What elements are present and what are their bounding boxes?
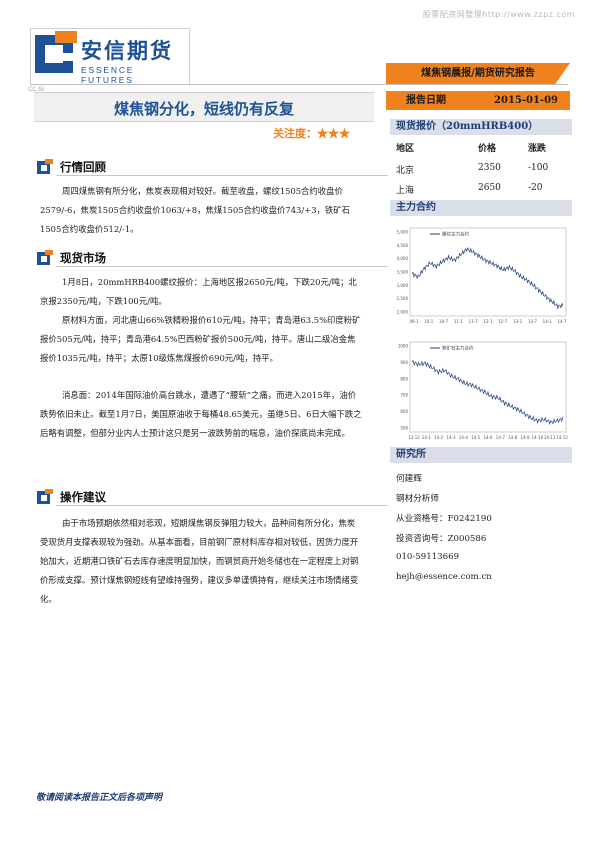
y-tick-label: 4,500 [397, 243, 409, 248]
research-header: 研究所 [390, 447, 572, 463]
cell-price: 2650 [478, 183, 501, 193]
analyst-role: 钢材分析师 [396, 494, 439, 504]
date-label: 报告日期 [406, 95, 446, 106]
table-row: 上海 2650 -20 [396, 183, 566, 203]
spot-paragraph-2: 原材料方面，河北唐山66%铁精粉报价610元/吨，持平；青岛港63.5%印度粉矿… [40, 315, 361, 363]
x-tick-label: 09-1 [409, 319, 419, 324]
col-header-region: 地区 [396, 144, 415, 154]
x-tick-label: 13-12 [408, 435, 420, 440]
essence-logo-icon [35, 31, 77, 73]
advice-paragraph: 由于市场预期依然相对悲观，短期煤焦钢反弹阻力较大，品种间有所分化，焦炭受现货月支… [40, 518, 359, 604]
section-bullet-icon [37, 159, 53, 174]
col-header-price: 价格 [478, 144, 497, 154]
logo-cn-text: 安信期货 [81, 39, 173, 63]
x-tick-label: 11-7 [469, 319, 479, 324]
x-tick-label: 14-5 [471, 435, 481, 440]
series-line [411, 359, 564, 426]
y-tick-label: 3,000 [397, 283, 409, 288]
col-header-change: 涨跌 [528, 144, 547, 154]
x-tick-label: 14-6 [483, 435, 493, 440]
spot-paragraph-3: 消息面：2014年国际油价高台跳水，遭遇了“腰斩”之痛，而进入2015年，油价跌… [40, 390, 362, 438]
series-line [411, 246, 564, 310]
y-tick-label: 4,000 [397, 256, 409, 261]
y-tick-label: 900 [400, 360, 408, 365]
x-tick-label: 14-3 [446, 435, 456, 440]
section-title-review: 行情回顾 [60, 160, 106, 174]
x-tick-label: 14-8 [508, 435, 518, 440]
y-tick-label: 800 [400, 376, 408, 381]
corner-mark: CC SI [28, 86, 44, 93]
x-tick-label: 14-1 [543, 319, 553, 324]
x-tick-label: 11-1 [454, 319, 464, 324]
cell-region: 上海 [396, 186, 415, 196]
analyst-license: 从业资格号：F0242190 [396, 514, 492, 524]
attention-rating: 关注度：★★★ [273, 127, 350, 140]
cell-price: 2350 [478, 163, 501, 173]
rebar-main-contract-chart: 螺纹主力合约 5,000 4,500 4,000 3,500 3,000 2,500 2,00… [397, 227, 567, 324]
x-tick-label: 14-9 [520, 435, 530, 440]
cell-region: 北京 [396, 166, 415, 176]
analyst-name: 何建辉 [396, 474, 422, 484]
review-paragraph: 周四煤焦钢有所分化，焦炭表现相对较好。截至收盘，螺纹1505合约收盘价2579/… [40, 186, 351, 234]
logo-en-text: ESSENCE FUTURES [81, 65, 135, 85]
x-tick-label: 13-1 [513, 319, 523, 324]
x-tick-label: 14-4 [459, 435, 469, 440]
page-title: 煤焦钢分化，短线仍有反复 [113, 100, 294, 118]
spot-table-header: 地区 价格 涨跌 [396, 141, 566, 161]
disclaimer-footer: 敬请阅读本报告正文后各项声明 [36, 793, 163, 803]
title-box: 煤焦钢分化，短线仍有反复 [34, 92, 374, 122]
section-divider [56, 505, 388, 506]
date-value: 2015-01-09 [494, 95, 558, 106]
section-title-advice: 操作建议 [60, 490, 106, 504]
report-type-banner: 煤焦钢晨报/期货研究报告 [386, 63, 570, 84]
analyst-email[interactable]: hejh@essence.com.cn [396, 572, 492, 582]
report-date-banner: 报告日期 2015-01-09 [386, 91, 570, 110]
x-tick-label: 14-10 [532, 435, 544, 440]
main-contract-header: 主力合约 [390, 200, 572, 216]
section-bullet-icon [37, 250, 53, 265]
x-tick-label: 14-11 [544, 435, 556, 440]
spot-paragraph-1: 1月8日，20mmHRB400螺纹报价：上海地区报2650元/吨，下跌20元/吨… [40, 277, 357, 306]
section-bullet-icon [37, 489, 53, 504]
y-tick-label: 5,000 [397, 230, 409, 235]
x-tick-label: 12-1 [483, 319, 493, 324]
header-rule [30, 84, 568, 85]
logo: 安信期货 ESSENCE FUTURES [30, 28, 190, 85]
y-tick-label: 1000 [398, 344, 409, 349]
x-tick-label: 10-7 [439, 319, 449, 324]
y-tick-label: 600 [400, 409, 408, 414]
x-tick-label: 14-2 [434, 435, 444, 440]
x-tick-label: 14-7 [496, 435, 506, 440]
plot-area [409, 227, 567, 317]
x-tick-label: 12-7 [498, 319, 508, 324]
x-tick-label: 14-12 [556, 435, 568, 440]
section-divider [56, 175, 388, 176]
analyst-consult-no: 投资咨询号：Z000586 [396, 534, 487, 544]
cell-change: -100 [528, 163, 549, 173]
y-tick-label: 700 [400, 393, 408, 398]
x-tick-label: 14-7 [557, 319, 567, 324]
x-tick-label: 14-1 [422, 435, 432, 440]
watermark: 股票配资网整理http://www.zzpz.com [422, 10, 575, 19]
section-divider [56, 266, 388, 267]
y-tick-label: 3,500 [397, 270, 409, 275]
legend-label: 螺纹主力合约 [442, 231, 469, 238]
x-tick-label: 10-1 [424, 319, 434, 324]
plot-area [409, 341, 567, 433]
legend-label: 铁矿石主力合约 [442, 345, 474, 352]
y-tick-label: 2,500 [397, 296, 409, 301]
section-title-spot: 现货市场 [60, 251, 106, 265]
y-tick-label: 500 [400, 426, 408, 431]
x-tick-label: 13-7 [528, 319, 538, 324]
table-row: 北京 2350 -100 [396, 163, 566, 183]
spot-quote-header: 现货报价（20mmHRB400） [390, 119, 572, 135]
cell-change: -20 [528, 183, 543, 193]
y-tick-label: 2,000 [397, 310, 409, 315]
analyst-phone: 010-59113669 [396, 552, 460, 562]
